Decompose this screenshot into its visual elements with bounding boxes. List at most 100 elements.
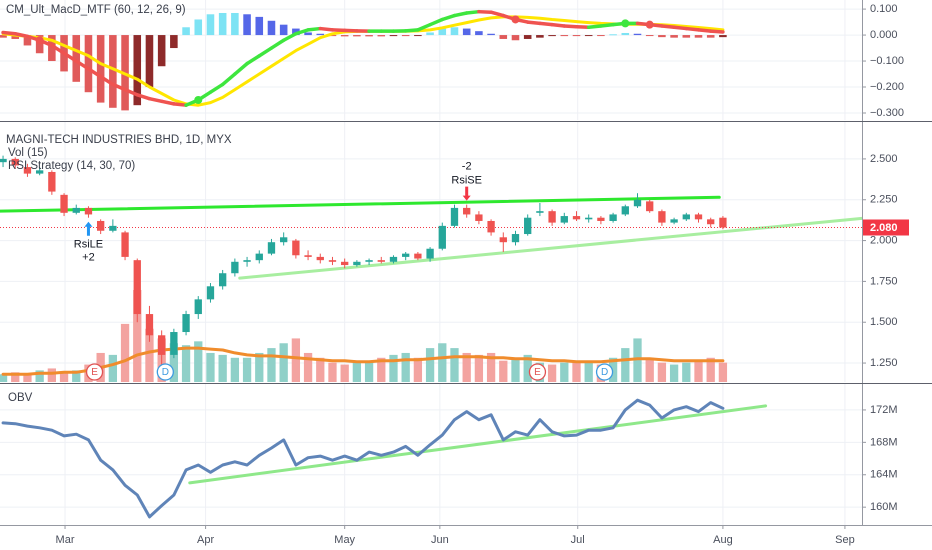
candle-body xyxy=(328,260,337,262)
candle-body xyxy=(0,158,7,163)
volume-bar xyxy=(511,357,520,382)
histogram-bar xyxy=(267,20,276,36)
macd-line-segment xyxy=(62,51,79,63)
trend-line xyxy=(0,195,721,213)
volume-bar xyxy=(72,370,81,382)
macd-line-segment xyxy=(550,22,567,28)
histogram-bar xyxy=(231,12,239,36)
candle-body xyxy=(377,260,385,262)
volume-bar xyxy=(364,360,374,382)
histogram-bar xyxy=(706,35,715,38)
macd-line-segment xyxy=(13,32,30,39)
histogram-bar xyxy=(438,28,447,36)
histogram-bar xyxy=(584,35,593,37)
x-tick-label: Jul xyxy=(571,534,585,546)
macd-line-segment xyxy=(416,22,432,32)
histogram-bar xyxy=(72,35,81,82)
marks-layer xyxy=(0,9,862,519)
candle-body xyxy=(11,158,19,166)
candle-body xyxy=(548,211,556,223)
macd-line-segment xyxy=(233,61,249,76)
volume-bar xyxy=(572,360,581,382)
candle-body xyxy=(121,232,129,257)
volume-bar xyxy=(316,357,325,382)
candle-body xyxy=(158,335,166,355)
volume-bar xyxy=(645,357,654,382)
volume-bar xyxy=(328,362,337,382)
macd-line-segment xyxy=(708,29,725,34)
histogram-bar xyxy=(377,35,386,37)
histogram-bar xyxy=(645,35,654,37)
signal-label: +2 xyxy=(82,252,95,264)
event-label: D xyxy=(162,367,169,378)
x-tick-label: May xyxy=(334,534,355,546)
volume-bar xyxy=(218,354,227,382)
histogram-bar xyxy=(572,35,581,37)
candle-body xyxy=(72,207,80,213)
macd-line-segment xyxy=(208,82,225,94)
x-tick-label: Aug xyxy=(713,534,733,546)
histogram-bar xyxy=(450,27,459,36)
histogram-bar xyxy=(401,35,410,37)
macd-line-segment xyxy=(684,26,701,32)
histogram-bar xyxy=(499,35,508,39)
candle-body xyxy=(682,214,690,220)
candle-body xyxy=(414,253,422,259)
candle-body xyxy=(719,217,727,228)
cross-dot xyxy=(511,15,520,24)
volume-bar xyxy=(499,360,508,382)
candle-body xyxy=(292,240,300,256)
volume-bar xyxy=(169,343,179,382)
macd-line-segment xyxy=(269,38,286,50)
histogram-bar xyxy=(658,35,666,38)
candle-body xyxy=(426,248,434,259)
candle-body xyxy=(353,261,361,266)
macd-line-segment xyxy=(294,28,310,36)
candle-body xyxy=(35,170,44,174)
volume-bar xyxy=(11,372,20,382)
histogram-bar xyxy=(96,35,105,103)
candle-body xyxy=(658,211,666,223)
volume-bar xyxy=(0,374,8,382)
candle-body xyxy=(402,253,410,257)
macd-line-segment xyxy=(599,22,615,28)
macd-line-segment xyxy=(135,93,152,101)
histogram-bar xyxy=(682,35,691,38)
volume-bar xyxy=(267,348,276,382)
candle-body xyxy=(194,299,202,315)
candle-body xyxy=(133,260,141,315)
volume-bar xyxy=(584,362,593,382)
histogram-bar xyxy=(316,33,325,36)
macd-line-segment xyxy=(440,13,457,22)
macd-legend: CM_Ult_MacD_MTF (60, 12, 26, 9) xyxy=(6,4,186,16)
histogram-bar xyxy=(206,14,215,36)
macd-line-segment xyxy=(672,25,689,31)
volume-bar xyxy=(352,362,362,382)
y-tick-label: 2.500 xyxy=(870,153,898,165)
volume-bar xyxy=(438,343,447,382)
histogram-bar xyxy=(462,28,471,36)
signal-label: RsiLE xyxy=(74,239,103,251)
volume-bar xyxy=(181,345,191,382)
candle-body xyxy=(609,214,617,221)
y-tick-label: 0.000 xyxy=(870,29,898,41)
x-tick-label: Sep xyxy=(835,534,855,546)
cross-dot xyxy=(194,96,203,104)
candle-body xyxy=(96,220,105,231)
macd-line-segment xyxy=(220,72,237,87)
candle-body xyxy=(524,217,532,235)
candle-body xyxy=(304,255,312,257)
candle-body xyxy=(280,237,288,243)
event-badge xyxy=(595,363,614,381)
macd-line-segment xyxy=(403,28,420,33)
histogram-bar xyxy=(523,35,532,39)
volume-bar xyxy=(291,338,301,382)
y-tick-label: 2.250 xyxy=(870,194,898,206)
candle-body xyxy=(316,256,324,261)
y-tick-label: −0.200 xyxy=(870,81,904,93)
candle-body xyxy=(438,225,446,249)
histogram-bar xyxy=(487,33,495,36)
trend-line xyxy=(188,404,768,485)
macd-line-segment xyxy=(477,9,493,14)
histogram-bar xyxy=(719,35,727,38)
